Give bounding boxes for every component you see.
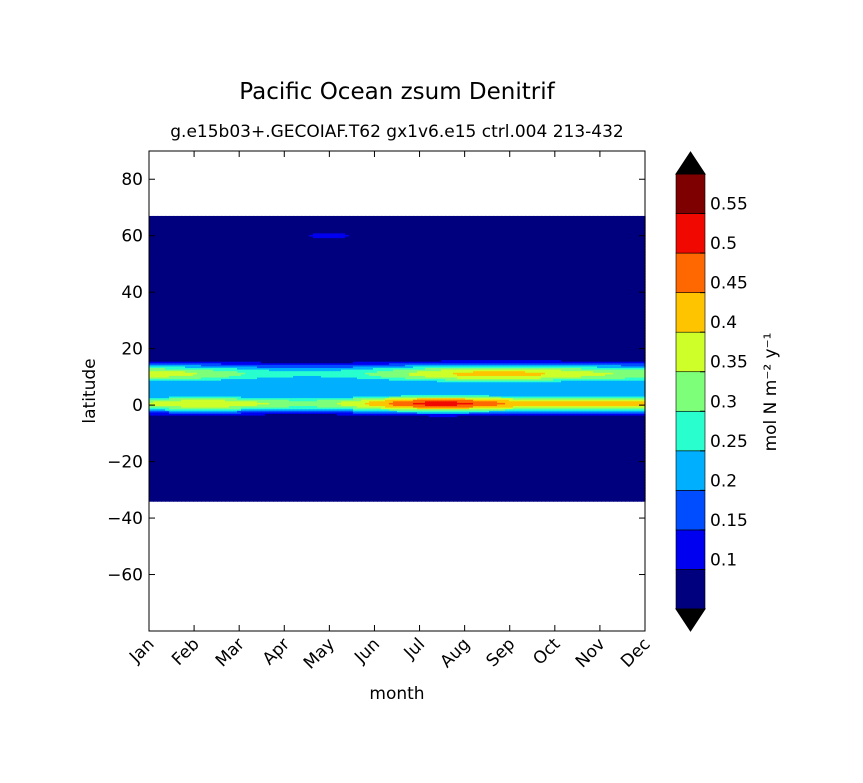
chart-subtitle: g.e15b03+.GECOIAF.T62 gx1v6.e15 ctrl.004… [170, 122, 624, 142]
plot-area [149, 151, 646, 631]
chart-title: Pacific Ocean zsum Denitrif [239, 79, 555, 105]
heatmap-field [149, 216, 646, 502]
